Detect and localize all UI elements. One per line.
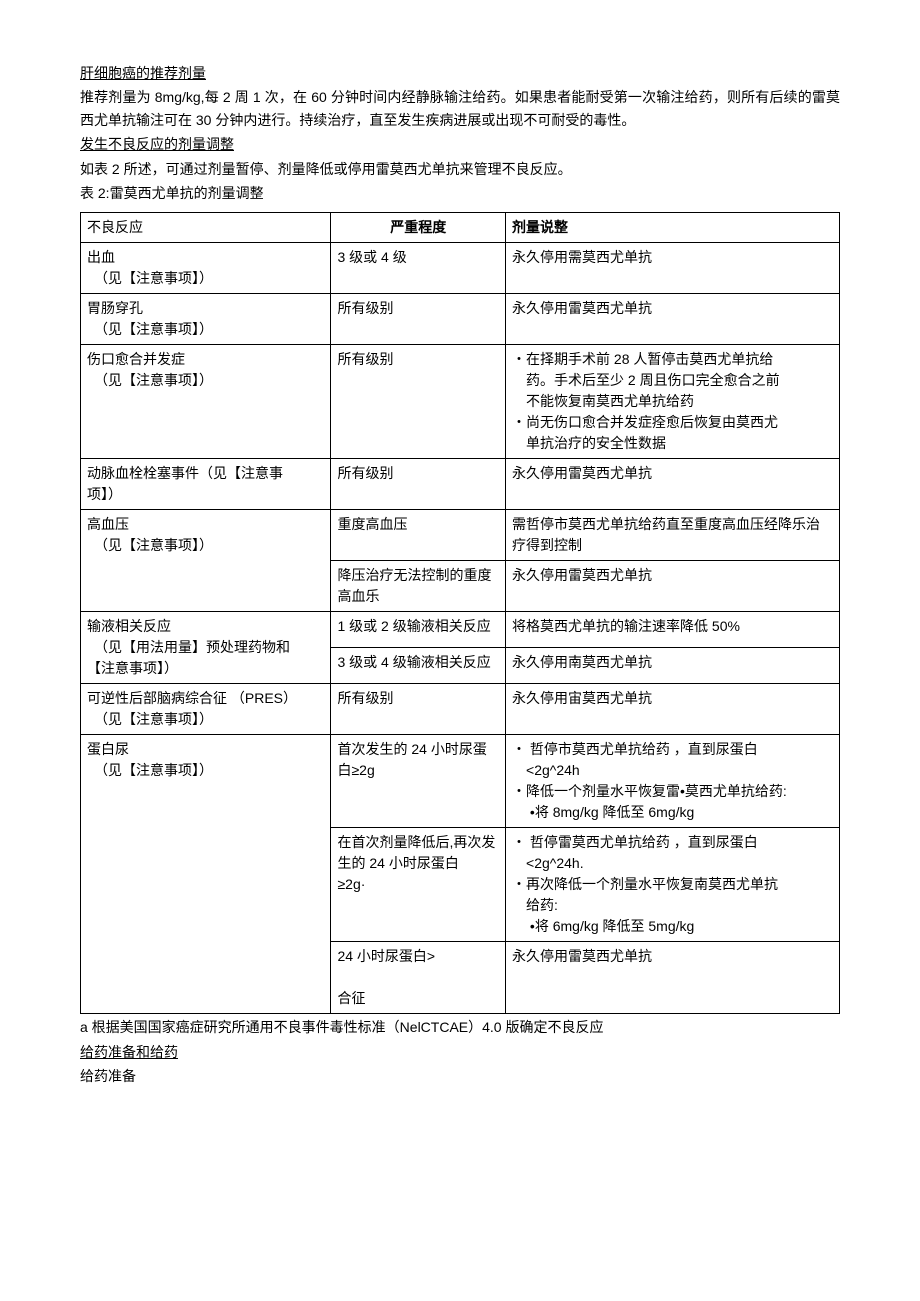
cell-reaction: 蛋白尿 （见【注意事项】） <box>81 735 331 1014</box>
heading-adjustment: 发生不良反应的剂量调整 <box>80 136 234 152</box>
cell-reaction: 伤口愈合并发症 （见【注意事项】） <box>81 345 331 459</box>
paragraph-dosage: 推荐剂量为 8mg/kg,每 2 周 1 次，在 60 分钟时间内经静脉输注给药… <box>80 86 840 131</box>
cell-severity: 1 级或 2 级输液相关反应 <box>331 612 506 648</box>
cell-severity: 首次发生的 24 小时尿蛋白≥2g <box>331 735 506 828</box>
table-row: 高血压 （见【注意事项】）重度高血压需哲停市莫西尤单抗给药直至重度高血压经降乐治… <box>81 510 840 561</box>
cell-instruction: 永久停用宙莫西尤单抗 <box>506 684 840 735</box>
cell-instruction: 永久停用南莫西尤单抗 <box>506 648 840 684</box>
cell-instruction: 需哲停市莫西尤单抗给药直至重度高血压经降乐治疗得到控制 <box>506 510 840 561</box>
cell-instruction: ・在择期手术前 28 人暂停击莫西尤单抗给 药。手术后至少 2 周且伤口完全愈合… <box>506 345 840 459</box>
heading-preparation: 给药准备和给药 <box>80 1044 178 1060</box>
cell-severity: 重度高血压 <box>331 510 506 561</box>
table-row: 胃肠穿孔 （见【注意事项】）所有级别永久停用雷莫西尤单抗 <box>81 294 840 345</box>
th-severity: 严重程度 <box>331 213 506 243</box>
cell-severity: 24 小时尿蛋白>合征 <box>331 942 506 1014</box>
paragraph-adjustment: 如表 2 所述，可通过剂量暂停、剂量降低或停用雷莫西尤单抗来管理不良反应。 <box>80 158 840 180</box>
cell-severity: 在首次剂量降低后,再次发生的 24 小时尿蛋白≥2g· <box>331 828 506 942</box>
cell-reaction: 高血压 （见【注意事项】） <box>81 510 331 612</box>
cell-instruction: 永久停用雷莫西尤单抗 <box>506 294 840 345</box>
table-row: 输液相关反应 （见【用法用量】预处理药物和 【注意事项】）1 级或 2 级输液相… <box>81 612 840 648</box>
cell-instruction: ・ 哲停雷莫西尤单抗给药 ，直到尿蛋白 <2g^24h.・再次降低一个剂量水平恢… <box>506 828 840 942</box>
cell-instruction: ・ 哲停市莫西尤单抗给药 ，直到尿蛋白 <2g^24h・降低一个剂量水平恢复雷•… <box>506 735 840 828</box>
cell-reaction: 出血 （见【注意事项】） <box>81 243 331 294</box>
cell-severity: 降压治疗无法控制的重度高血乐 <box>331 561 506 612</box>
cell-instruction: 永久停用雷莫西尤单抗 <box>506 459 840 510</box>
cell-instruction: 永久停用雷莫西尤单抗 <box>506 942 840 1014</box>
cell-severity: 3 级或 4 级输液相关反应 <box>331 648 506 684</box>
cell-instruction: 永久停用需莫西尤单抗 <box>506 243 840 294</box>
th-reaction: 不良反应 <box>81 213 331 243</box>
table-row: 可逆性后部脑病综合征 （PRES） （见【注意事项】）所有级别永久停用宙莫西尤单… <box>81 684 840 735</box>
table-row: 伤口愈合并发症 （见【注意事项】）所有级别・在择期手术前 28 人暂停击莫西尤单… <box>81 345 840 459</box>
table-title: 表 2:雷莫西尤单抗的剂量调整 <box>80 182 840 204</box>
table-row: 出血 （见【注意事项】）3 级或 4 级永久停用需莫西尤单抗 <box>81 243 840 294</box>
cell-severity: 所有级别 <box>331 294 506 345</box>
cell-severity: 所有级别 <box>331 345 506 459</box>
heading-dosage: 肝细胞癌的推荐剂量 <box>80 65 206 81</box>
table-row: 蛋白尿 （见【注意事项】）首次发生的 24 小时尿蛋白≥2g・ 哲停市莫西尤单抗… <box>81 735 840 828</box>
cell-instruction: 永久停用雷莫西尤单抗 <box>506 561 840 612</box>
th-instruction: 剂量说整 <box>506 213 840 243</box>
cell-severity: 3 级或 4 级 <box>331 243 506 294</box>
dose-adjustment-table: 不良反应 严重程度 剂量说整 出血 （见【注意事项】）3 级或 4 级永久停用需… <box>80 212 840 1014</box>
cell-reaction: 可逆性后部脑病综合征 （PRES） （见【注意事项】） <box>81 684 331 735</box>
cell-reaction: 动脉血栓栓塞事件（见【注意事 项】） <box>81 459 331 510</box>
cell-reaction: 胃肠穿孔 （见【注意事项】） <box>81 294 331 345</box>
cell-severity: 所有级别 <box>331 684 506 735</box>
cell-severity: 所有级别 <box>331 459 506 510</box>
paragraph-preparation: 给药准备 <box>80 1065 840 1087</box>
cell-reaction: 输液相关反应 （见【用法用量】预处理药物和 【注意事项】） <box>81 612 331 684</box>
cell-instruction: 将格莫西尤单抗的输注速率降低 50% <box>506 612 840 648</box>
table-row: 动脉血栓栓塞事件（见【注意事 项】）所有级别永久停用雷莫西尤单抗 <box>81 459 840 510</box>
footnote: a 根据美国国家癌症研究所通用不良事件毒性标准（NelCTCAE）4.0 版确定… <box>80 1016 840 1038</box>
